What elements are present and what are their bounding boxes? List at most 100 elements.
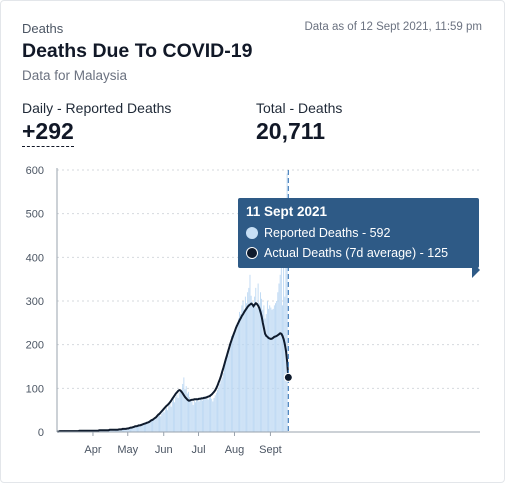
bar [254, 296, 256, 432]
bar [190, 399, 192, 432]
bar [159, 414, 160, 432]
x-tick-label: Apr [84, 444, 101, 456]
bar [181, 393, 182, 432]
bar [272, 308, 274, 432]
bar [228, 349, 230, 432]
bar [197, 399, 199, 432]
x-tick-label: Jul [191, 444, 205, 456]
bar [112, 429, 114, 432]
bar [142, 423, 144, 432]
x-tick-label: Aug [225, 444, 245, 456]
bar [276, 301, 278, 432]
y-tick-label: 300 [26, 296, 44, 308]
y-tick-label: 500 [26, 209, 44, 221]
bar [147, 423, 149, 432]
bar [265, 314, 267, 432]
bar [128, 427, 130, 432]
bar [174, 402, 176, 432]
x-tick-label: Jun [155, 444, 173, 456]
chart-tooltip: 11 Sept 2021 Reported Deaths - 592 Actua… [238, 198, 479, 268]
bar [134, 425, 136, 432]
bar [229, 342, 231, 432]
bar [168, 405, 170, 432]
bar [208, 397, 210, 432]
bar [183, 377, 185, 432]
bar [206, 397, 208, 432]
bar [198, 401, 200, 432]
bar [242, 301, 244, 432]
bar [120, 429, 122, 432]
bar [236, 322, 238, 432]
bar [127, 428, 129, 432]
tooltip-actual-row: Actual Deaths (7d average) - 125 [246, 243, 471, 263]
bar [261, 298, 263, 432]
bar [131, 426, 133, 432]
tooltip-reported-row: Reported Deaths - 592 [246, 223, 471, 243]
axis-layer: 0 100 200 300 400 500 600 Apr May Jun Jul Aug Sept [26, 165, 480, 456]
bar [123, 428, 124, 432]
bar [257, 283, 259, 432]
bar [284, 296, 286, 432]
chart-title: Deaths Due To COVID-19 [22, 40, 253, 62]
bar [240, 314, 242, 432]
bar [219, 383, 221, 432]
bar [146, 421, 148, 432]
bar [205, 399, 207, 432]
bar [133, 427, 135, 432]
bar [117, 430, 119, 432]
chart-subtitle: Data for Malaysia [22, 68, 128, 83]
bar [148, 420, 150, 432]
bar [268, 308, 269, 432]
bar [196, 397, 198, 432]
bar [176, 394, 178, 432]
bar [207, 399, 209, 432]
bar [110, 430, 112, 432]
actual-dot-icon [246, 247, 258, 259]
bar-layer [57, 173, 288, 432]
bar [144, 424, 145, 432]
y-tick-label: 600 [26, 165, 44, 177]
daily-deaths-value[interactable]: +292 [22, 118, 74, 147]
bar [277, 292, 279, 432]
bar [193, 400, 195, 432]
bar [215, 392, 217, 432]
category-label: Deaths [22, 21, 64, 36]
bar [262, 309, 264, 432]
x-tick-label: Sept [259, 444, 282, 456]
data-as-of: Data as of 12 Sept 2021, 11:59 pm [304, 21, 482, 33]
bar [125, 429, 127, 432]
bar [239, 311, 240, 432]
bar [275, 303, 276, 432]
bar [248, 287, 250, 432]
y-tick-label: 200 [26, 340, 44, 352]
bar [280, 266, 282, 432]
bar [119, 428, 121, 432]
bar [111, 430, 113, 432]
daily-deaths-number[interactable]: +292 [22, 118, 74, 147]
bar [220, 380, 222, 432]
bar [225, 359, 227, 432]
reported-dot-icon [246, 227, 258, 239]
bar [255, 287, 257, 432]
bar [221, 377, 223, 432]
bar [106, 430, 108, 432]
bar [266, 301, 268, 432]
bar [278, 283, 280, 432]
bar [237, 318, 239, 432]
bar [137, 426, 138, 432]
bar [182, 383, 184, 432]
bar [247, 292, 249, 432]
bar [227, 355, 229, 432]
bar [211, 398, 213, 432]
y-tick-label: 100 [26, 383, 44, 395]
bar [192, 404, 194, 432]
bar [130, 428, 131, 432]
bar [116, 429, 118, 432]
bar [135, 426, 137, 432]
bar [251, 301, 253, 432]
bar [189, 397, 191, 432]
bar [258, 303, 260, 432]
bar [244, 296, 246, 432]
seven-day-average-line [57, 301, 290, 433]
bar [126, 428, 128, 432]
